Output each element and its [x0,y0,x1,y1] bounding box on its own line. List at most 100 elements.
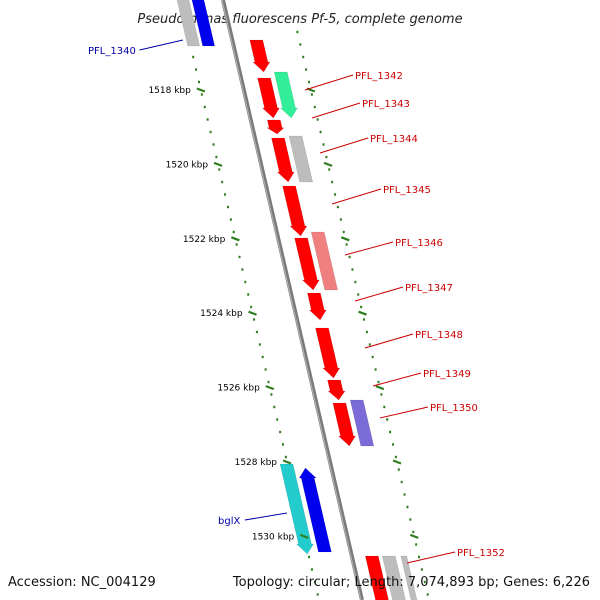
track-dot [281,443,284,446]
track-dot [229,218,232,221]
gene-label-pfl_1350: PFL_1350 [430,403,478,414]
gene-label-pfl_1344: PFL_1344 [370,134,418,145]
label-leader-line [331,188,382,205]
track-dot [284,455,287,459]
track-dot [253,318,256,321]
track-dot [322,143,325,146]
tick-mark-left [248,310,257,316]
track-dot [325,155,328,159]
track-dot [406,505,409,509]
track-dot [200,93,203,96]
track-dot [276,418,279,421]
track-dot [409,518,412,521]
track-dot [415,543,418,546]
gene-arrow [273,71,298,119]
track-dot [389,430,392,434]
track-dot [273,405,276,409]
tick-mark-right [323,161,333,167]
track-dot [206,118,209,121]
gene-label-pfl_1348: PFL_1348 [415,330,463,341]
track-dot [305,68,308,71]
tick-mark-left [213,161,223,167]
tick-mark-left [265,385,275,391]
track-dot [203,105,206,109]
position-ticks: 1518 kbp 1520 kbp 1522 kbp 1524 kbp 1526 kbp… [148,86,419,542]
tick-mark-right [358,310,367,316]
tick-label: 1520 kbp [166,160,209,170]
map-title: Pseudomonas fluorescens Pf-5, complete g… [137,12,462,27]
track-dot [336,205,339,209]
gene-arrow [249,39,271,73]
backbone-line [221,0,364,600]
label-leader-line [364,333,414,349]
gene-label-pfl_1349: PFL_1349 [423,369,471,380]
tick-mark-right [375,385,385,391]
track-dot [255,330,258,334]
gene-arrow [381,555,406,600]
track-dot [270,393,273,396]
track-dot [212,143,215,146]
track-dot [226,205,229,209]
gene-arrow [294,237,320,291]
label-leader-line [139,39,184,51]
backbone-highlight [221,0,362,600]
gene-arrow [271,137,295,183]
gene-label-bglx: bglX [218,516,240,527]
accession-text: Accession: NC_004129 [8,575,156,590]
track-dot [400,480,403,484]
gene-labels: PFL_1340 PFL_1342 PFL_1343 PFL_1344 PFL_1345… [88,39,505,564]
gene-arrow [315,327,341,379]
track-dot [426,593,429,596]
genome-backbone [221,0,364,600]
label-leader-line [379,406,429,419]
track-dot [354,280,357,284]
track-dot [316,593,319,596]
gene-label-pfl_1346: PFL_1346 [395,238,443,249]
track-dot [319,130,322,134]
track-dot [310,568,313,571]
track-dot [418,555,421,559]
track-dot [221,180,224,184]
tick-mark-left [196,87,206,93]
track-dot [391,443,394,446]
tick-mark-left [230,236,240,242]
track-dot [192,55,195,59]
track-dot [357,293,360,296]
gene-arrow [288,135,314,183]
track-dot [258,343,261,346]
track-dot [279,430,282,434]
gene-arrow [307,292,327,321]
track-dot [224,193,227,196]
track-dot [397,468,400,471]
gene-arrow [279,463,314,555]
track-dot [313,580,316,584]
tick-label: 1526 kbp [217,384,260,394]
tick-label: 1528 kbp [235,458,278,468]
track-dot [307,80,310,84]
track-dot [374,368,377,371]
track-dot [310,93,313,96]
track-dot [394,455,397,459]
track-dot [195,68,198,71]
track-dot [331,180,334,184]
track-dot [368,343,371,346]
track-dot [365,330,368,334]
track-dot [264,368,267,371]
track-dot [261,355,264,359]
track-dot [241,268,244,271]
track-dot [420,568,423,571]
track-dot [403,493,406,496]
label-leader-line [344,241,394,256]
track-dot [334,193,337,196]
label-leader-line [319,137,369,154]
track-dot [267,380,270,384]
label-leader-line [244,512,288,521]
label-leader-line [354,286,404,302]
gene-label-pfl_1340: PFL_1340 [88,46,136,57]
track-dot [412,530,415,534]
gene-arrow [191,0,216,47]
tick-mark-left [282,459,292,465]
track-dot [342,230,345,234]
track-dot [302,55,305,59]
track-dot [215,155,218,159]
